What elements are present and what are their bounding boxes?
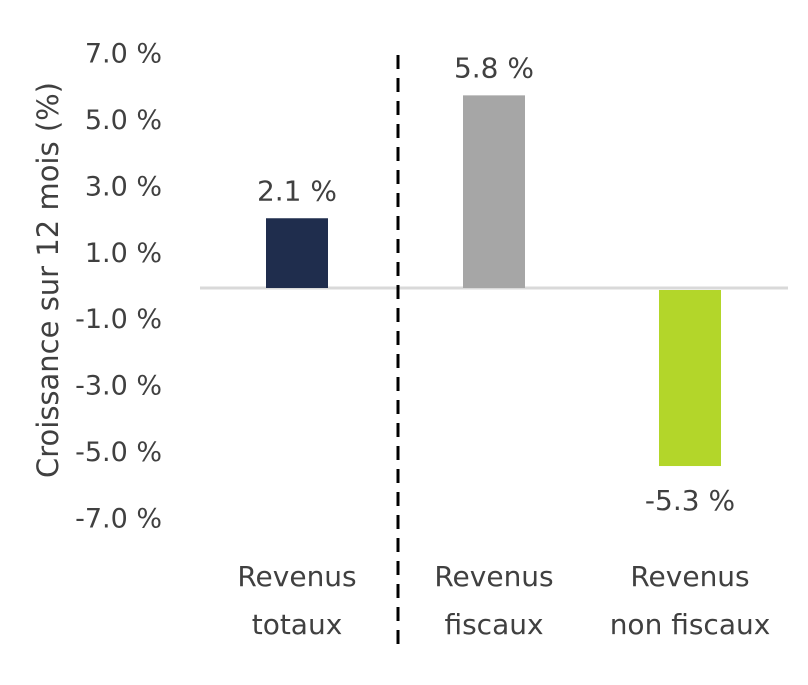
bars: [266, 95, 721, 467]
category-label-line: Revenus: [237, 560, 356, 593]
y-tick-label: 1.0 %: [85, 238, 162, 269]
category-labels: Revenus totaux Revenus fiscaux Revenus non fi…: [237, 560, 770, 641]
category-label-line: Revenus: [434, 560, 553, 593]
y-tick-labels: 7.0 % 5.0 % 3.0 % 1.0 % -1.0 % -3.0 % -5.0 % -7…: [75, 39, 162, 535]
y-tick-label: 5.0 %: [85, 105, 162, 136]
data-label-2: 5.8 %: [454, 51, 534, 84]
bar-1: [266, 218, 328, 288]
y-tick-label: -5.0 %: [75, 437, 162, 468]
y-tick-label: -7.0 %: [75, 504, 162, 535]
y-tick-label: -3.0 %: [75, 371, 162, 402]
y-tick-label: 3.0 %: [85, 171, 162, 202]
bar-3: [659, 290, 721, 467]
category-label-line: fiscaux: [444, 608, 543, 641]
y-tick-label: -1.0 %: [75, 304, 162, 335]
category-label-3: Revenus non fiscaux: [610, 560, 771, 641]
bar-2: [463, 95, 525, 288]
data-labels: 2.1 % 5.8 % -5.3 %: [257, 51, 735, 517]
y-axis-label: Croissance sur 12 mois (%): [31, 82, 65, 478]
category-label-line: non fiscaux: [610, 608, 771, 641]
category-label-1: Revenus totaux: [237, 560, 356, 641]
category-label-line: totaux: [252, 608, 343, 641]
data-label-3: -5.3 %: [645, 484, 735, 517]
category-label-line: Revenus: [630, 560, 749, 593]
data-label-1: 2.1 %: [257, 174, 337, 207]
y-tick-label: 7.0 %: [85, 39, 162, 70]
category-label-2: Revenus fiscaux: [434, 560, 553, 641]
